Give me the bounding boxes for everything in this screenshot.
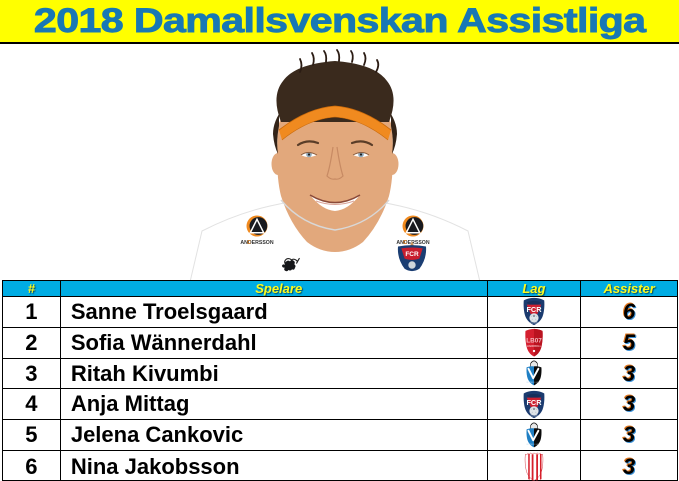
- svg-text:C: C: [403, 240, 407, 246]
- svg-text:ANDERSSON: ANDERSSON: [240, 240, 273, 246]
- svg-text:FCR: FCR: [405, 251, 419, 258]
- svg-text:C: C: [247, 240, 251, 246]
